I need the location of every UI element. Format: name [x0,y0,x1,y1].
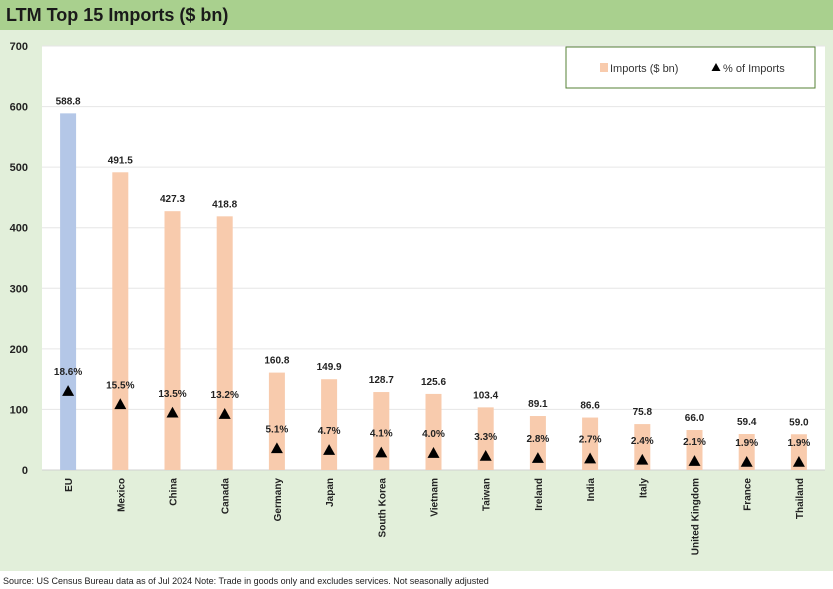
pct-value-label: 4.7% [318,426,341,437]
pct-value-label: 13.2% [211,390,239,401]
category-label: South Korea [377,478,388,538]
legend: Imports ($ bn) % of Imports [565,46,816,89]
pct-value-label: 2.8% [527,434,550,445]
category-label: Taiwan [482,478,493,511]
bar-south-korea [373,392,390,470]
bar-france [738,434,755,470]
category-label: Mexico [116,478,127,512]
y-tick-label: 400 [10,223,28,235]
pct-marker-triangle-icon [531,452,544,463]
category-label: Thailand [795,478,806,519]
source-note: Source: US Census Bureau data as of Jul … [3,576,489,586]
bar-value-label: 427.3 [160,194,185,205]
bar-taiwan [477,407,494,470]
bar-value-label: 160.8 [264,356,289,367]
chart-frame: 0 100 200 300 400 500 600 700 588.8 18.6% 491.5 15… [0,30,833,571]
imports-chart: 0 100 200 300 400 500 600 700 588.8 18.6% 491.5 15… [10,41,825,556]
pct-marker-triangle-icon [323,444,336,455]
pct-marker-triangle-icon [636,453,649,465]
pct-value-label: 4.1% [370,429,393,440]
pct-value-label: 5.1% [266,424,289,435]
pct-marker-triangle-icon [427,447,440,458]
bar-germany [268,372,285,470]
category-label: United Kingdom [691,478,702,555]
category-label: Germany [273,478,284,522]
bar-value-label: 66.0 [685,413,705,424]
pct-marker-triangle-icon [218,408,231,419]
data-labels: 588.8 18.6% 491.5 15.5% 427.3 13.5% 418.8 13.2%… [54,96,810,449]
pct-marker-triangle-icon [270,442,283,454]
pct-value-label: 1.9% [735,438,758,449]
y-tick-label: 0 [22,465,28,477]
pct-markers [62,385,805,467]
category-label: Italy [638,478,649,498]
bar-value-label: 103.4 [473,390,498,401]
pct-value-label: 1.9% [788,438,811,449]
pct-value-label: 2.1% [683,437,706,448]
category-label: France [743,478,754,511]
bar-india [582,417,599,470]
bar-eu [60,113,77,470]
legend-bar-swatch [600,63,608,72]
bar-ireland [529,416,546,470]
bar-japan [321,379,338,470]
bar-value-label: 149.9 [317,362,342,373]
chart-title: LTM Top 15 Imports ($ bn) [0,0,833,30]
pct-marker-triangle-icon [62,385,75,396]
pct-value-label: 18.6% [54,367,82,378]
bar-value-label: 128.7 [369,375,394,386]
bar-vietnam [425,393,442,470]
pct-value-label: 13.5% [158,389,186,400]
bar-value-label: 59.0 [789,417,809,428]
pct-marker-triangle-icon [792,455,805,467]
bar-value-label: 59.4 [737,417,757,428]
pct-value-label: 3.3% [474,432,497,443]
bar-value-label: 491.5 [108,155,133,166]
x-axis-categories: EU Mexico China Canada Germany Japan South Kor… [64,478,806,556]
legend-bars-label: Imports ($ bn) [610,63,678,75]
y-tick-label: 600 [10,102,28,114]
bar-value-label: 89.1 [528,399,548,410]
y-tick-label: 100 [10,404,28,416]
category-label: Japan [325,478,336,507]
legend-markers-label: % of Imports [723,63,785,75]
pct-marker-triangle-icon [114,398,127,410]
bar-value-label: 75.8 [633,407,653,418]
bar-china [164,211,181,470]
pct-marker-triangle-icon [479,450,492,461]
bar-united-kingdom [686,430,703,470]
y-tick-label: 200 [10,344,28,356]
y-tick-label: 500 [10,162,28,174]
pct-value-label: 15.5% [106,380,134,391]
bar-mexico [112,172,129,470]
pct-marker-triangle-icon [375,446,388,458]
pct-value-label: 2.4% [631,436,654,447]
category-label: India [586,478,597,502]
bars [60,113,807,470]
category-label: Ireland [534,478,545,511]
y-tick-label: 300 [10,283,28,295]
pct-marker-triangle-icon [688,455,701,466]
category-label: EU [64,478,75,492]
category-label: Vietnam [430,478,441,517]
bar-canada [216,216,233,470]
bar-value-label: 418.8 [212,199,237,210]
pct-marker-triangle-icon [584,452,597,464]
bar-value-label: 86.6 [580,401,600,412]
y-axis-ticks: 0 100 200 300 400 500 600 700 [10,41,28,477]
bar-value-label: 588.8 [56,96,81,107]
pct-marker-triangle-icon [740,455,753,467]
pct-value-label: 4.0% [422,429,445,440]
category-label: China [169,478,180,506]
pct-value-label: 2.7% [579,435,602,446]
legend-triangle-icon [711,63,721,71]
bar-italy [634,424,651,470]
category-label: Canada [221,478,232,515]
bar-value-label: 125.6 [421,377,446,388]
bar-thailand [790,434,807,470]
y-tick-label: 700 [10,41,28,53]
pct-marker-triangle-icon [166,406,179,418]
